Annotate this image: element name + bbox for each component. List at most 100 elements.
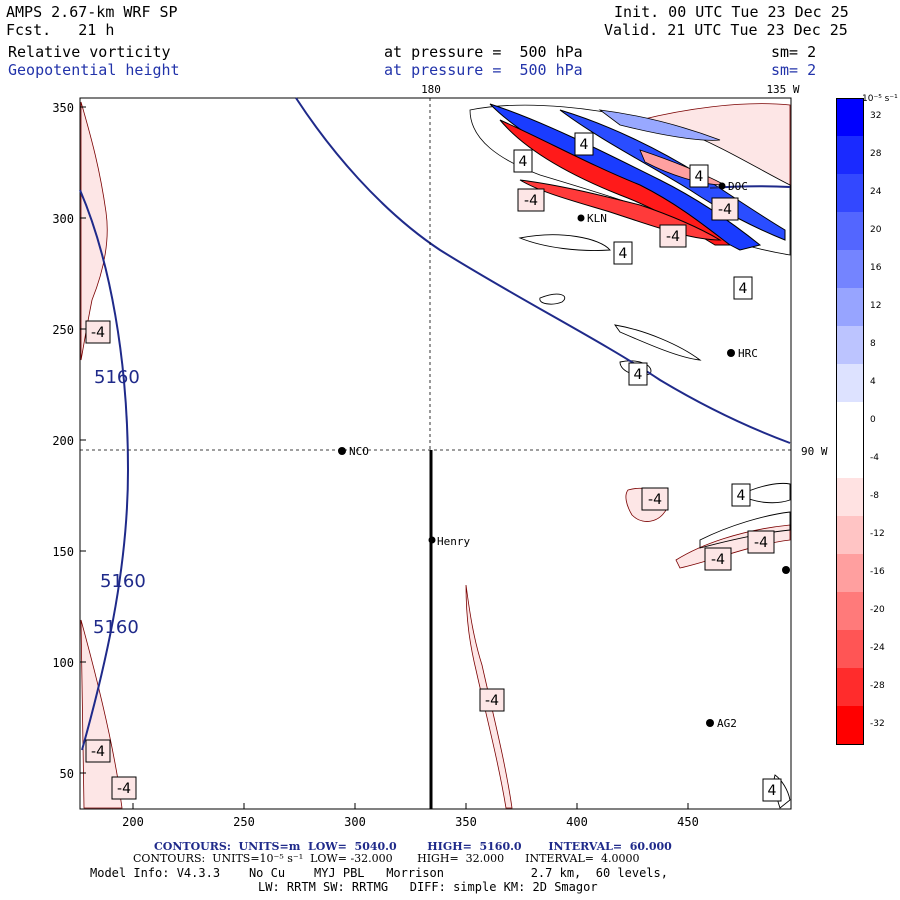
pos-vort-contour-7	[518, 234, 611, 251]
station-marker	[782, 566, 790, 574]
svg-text:4: 4	[619, 246, 628, 262]
init-time: Init. 00 UTC Tue 23 Dec 25	[614, 3, 849, 21]
station-marker	[428, 536, 436, 544]
colorbar-swatch	[836, 478, 864, 516]
svg-text:-4: -4	[91, 325, 105, 341]
vort-label-box: -4	[659, 224, 687, 248]
svg-text:4: 4	[580, 137, 589, 153]
footer-physics: LW: RRTM SW: RRTMG DIFF: simple KM: 2D S…	[258, 880, 598, 894]
x-tick: 400	[566, 815, 588, 829]
vort-label-box: -4	[747, 530, 775, 554]
x-tick: 450	[677, 815, 699, 829]
forecast-hour: Fcst. 21 h	[6, 21, 115, 39]
y-tick: 50	[60, 767, 74, 781]
colorbar-swatch	[836, 174, 864, 212]
field-vorticity: Relative vorticity	[8, 43, 171, 61]
svg-text:4: 4	[634, 367, 643, 383]
x-tick: 350	[455, 815, 477, 829]
vort-label-box: -4	[85, 320, 111, 344]
station-label-doc: DOC	[728, 180, 748, 193]
model-title: AMPS 2.67-km WRF SP	[6, 3, 178, 21]
pos-vort-contour-4	[739, 483, 791, 504]
svg-text:-4: -4	[666, 229, 680, 245]
station-marker	[338, 447, 346, 455]
vort-label-box: -4	[704, 547, 732, 571]
height-label: 5160	[93, 617, 139, 638]
colorbar-label: 16	[870, 263, 882, 273]
footer-contours-vorticity: CONTOURS: UNITS=10⁻⁵ s⁻¹ LOW= -32.000 HI…	[133, 852, 640, 865]
station-marker	[727, 349, 735, 357]
svg-text:4: 4	[695, 169, 704, 185]
vort-label-box: 4	[762, 778, 782, 802]
colorbar-label: -24	[870, 643, 885, 653]
smoothing-1: sm= 2	[771, 43, 817, 61]
svg-text:-4: -4	[711, 552, 725, 568]
svg-text:-4: -4	[524, 193, 538, 209]
pos-vort-contour-2	[614, 324, 702, 361]
colorbar-swatch	[836, 630, 864, 668]
vort-label-box: 4	[731, 483, 751, 507]
station-marker	[706, 719, 714, 727]
y-tick: 150	[52, 545, 74, 559]
colorbar-swatch	[836, 668, 864, 706]
svg-text:-4: -4	[648, 492, 662, 508]
pos-vort-contour-5	[699, 511, 791, 549]
colorbar-label: 28	[870, 149, 882, 159]
height-contour-5160-east	[295, 97, 791, 444]
colorbar-swatch	[836, 706, 864, 745]
colorbar-label: 24	[870, 187, 882, 197]
vort-label-box: 4	[733, 276, 753, 300]
colorbar-unit: 10⁻⁵ s⁻¹	[862, 94, 898, 104]
colorbar-swatch	[836, 288, 864, 326]
vort-label-box: 4	[689, 164, 709, 188]
colorbar-label: 4	[870, 377, 876, 387]
pos-vort-contour-1	[539, 293, 566, 305]
colorbar-label: -20	[870, 605, 885, 615]
station-label-nco: NCO	[349, 445, 369, 458]
colorbar-label: -4	[870, 453, 879, 463]
vort-label-box: 4	[513, 149, 533, 173]
height-contour-northeast	[709, 185, 791, 189]
height-label: 5160	[100, 571, 146, 592]
colorbar-swatch	[836, 516, 864, 554]
pressure-level-1: at pressure = 500 hPa	[384, 43, 583, 61]
station-label-ag2: AG2	[717, 717, 737, 730]
vort-label-box: -4	[85, 739, 111, 763]
colorbar-label: 20	[870, 225, 882, 235]
colorbar-swatch	[836, 136, 864, 174]
vort-label-box: -4	[711, 197, 739, 221]
svg-text:-4: -4	[485, 693, 499, 709]
svg-text:4: 4	[737, 488, 746, 504]
lon-label-180: 180	[421, 83, 441, 96]
x-tick: 200	[122, 815, 144, 829]
footer-contours-height: CONTOURS: UNITS=m LOW= 5040.0 HIGH= 5160…	[154, 840, 672, 853]
svg-text:-4: -4	[117, 781, 131, 797]
colorbar-swatch	[836, 364, 864, 402]
height-contour-5160-west	[79, 189, 130, 751]
y-tick: 250	[52, 323, 74, 337]
station-label-hrc: HRC	[738, 347, 758, 360]
colorbar-swatch	[836, 326, 864, 364]
x-tick: 250	[233, 815, 255, 829]
colorbar-swatch	[836, 592, 864, 630]
height-label: 5160	[94, 367, 140, 388]
station-label-kln: KLN	[587, 212, 607, 225]
vort-label-box: -4	[111, 776, 137, 800]
footer-model-info: Model Info: V4.3.3 No Cu MYJ PBL Morriso…	[90, 866, 668, 880]
y-tick: 350	[52, 101, 74, 115]
svg-text:4: 4	[739, 281, 748, 297]
colorbar-swatch	[836, 554, 864, 592]
lon-label-90w: 90 W	[801, 445, 828, 458]
vort-label-box: -4	[517, 188, 545, 212]
smoothing-2: sm= 2	[771, 61, 817, 79]
svg-text:-4: -4	[91, 744, 105, 760]
vort-label-box: 4	[613, 241, 633, 265]
station-marker	[577, 214, 585, 222]
colorbar-label: -32	[870, 719, 885, 729]
y-tick: 200	[52, 434, 74, 448]
pressure-level-2: at pressure = 500 hPa	[384, 61, 583, 79]
colorbar-swatch	[836, 440, 864, 478]
vorticity-band-northeast	[469, 103, 791, 256]
vort-label-box: -4	[641, 487, 669, 511]
